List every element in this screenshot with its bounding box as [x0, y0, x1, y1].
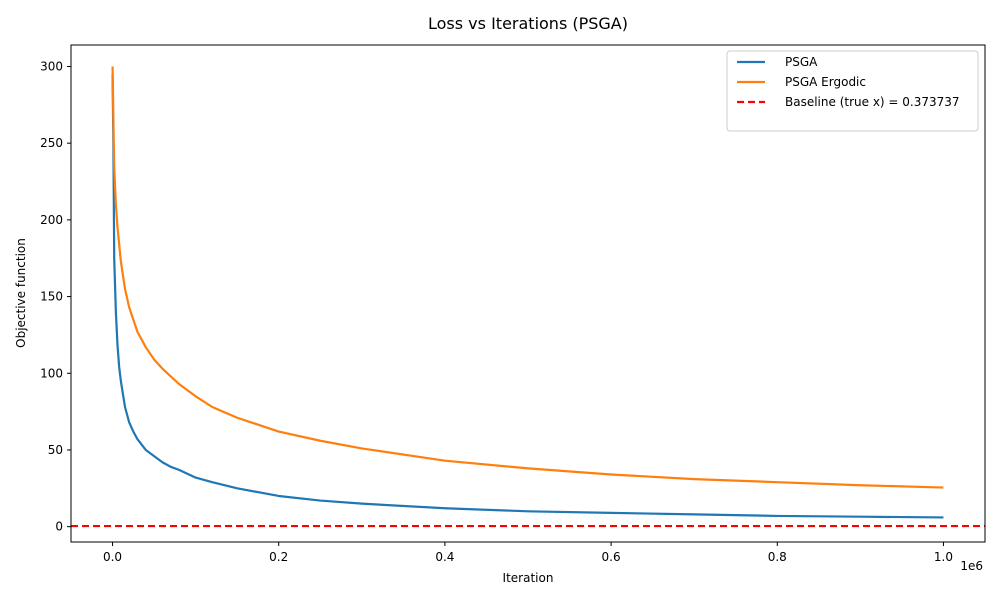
y-tick-label: 200: [40, 213, 63, 227]
y-tick-label: 50: [48, 443, 63, 457]
x-tick-label: 0.8: [768, 550, 787, 564]
y-tick-label: 300: [40, 59, 63, 73]
y-tick-label: 0: [55, 520, 63, 534]
legend-label-baseline: Baseline (true x) = 0.373737: [785, 95, 960, 109]
x-tick-label: 0.2: [269, 550, 288, 564]
x-tick-label: 0.4: [435, 550, 454, 564]
axis-ticks: 0.0 0.2 0.4 0.6 0.8 1.0 0 50 100 150 200 250 300: [40, 59, 953, 564]
legend-label-psga: PSGA: [785, 55, 818, 69]
series-line-psga: [111, 74, 944, 519]
y-tick-label: 100: [40, 366, 63, 380]
legend-label-psga-ergodic: PSGA Ergodic: [785, 75, 866, 89]
x-axis-label: Iteration: [503, 571, 554, 585]
x-tick-label: 1.0: [934, 550, 953, 564]
chart-title: Loss vs Iterations (PSGA): [428, 14, 628, 33]
x-offset-text: 1e6: [960, 559, 983, 573]
y-tick-label: 150: [40, 290, 63, 304]
y-axis-label: Objective function: [14, 238, 28, 348]
x-tick-label: 0.6: [602, 550, 621, 564]
plot-area: [71, 66, 985, 528]
y-tick-label: 250: [40, 136, 63, 150]
axes-frame: [70, 44, 986, 543]
x-tick-label: 0.0: [103, 550, 122, 564]
legend-box: [726, 50, 979, 132]
legend: PSGA PSGA Ergodic Baseline (true x) = 0.…: [726, 50, 979, 132]
series-line-psga-ergodic: [111, 66, 944, 489]
